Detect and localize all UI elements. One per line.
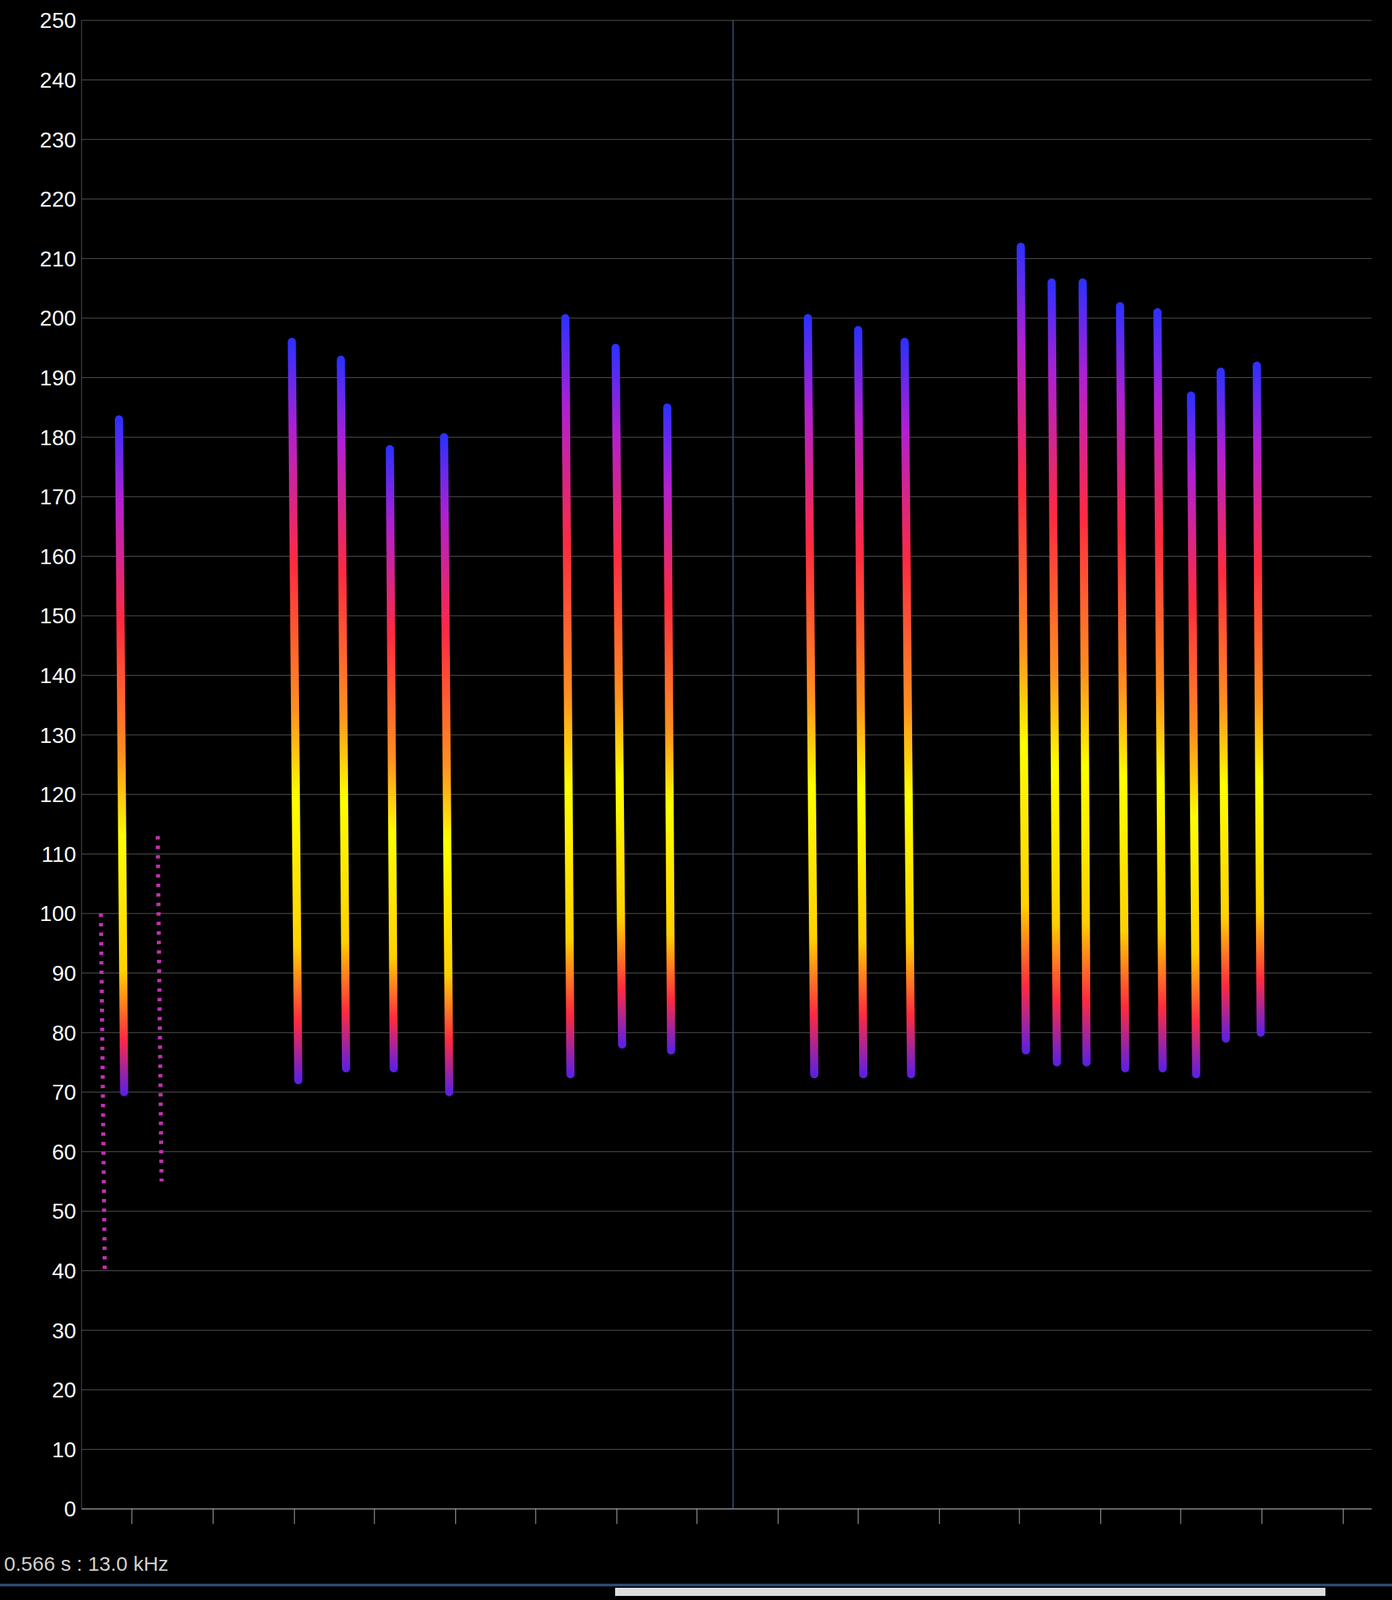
- svg-text:150: 150: [40, 603, 77, 629]
- svg-text:20: 20: [51, 1377, 77, 1403]
- svg-text:240: 240: [40, 67, 77, 93]
- svg-text:100: 100: [40, 901, 77, 926]
- svg-text:70: 70: [51, 1080, 77, 1105]
- svg-text:10: 10: [51, 1437, 77, 1463]
- svg-text:160: 160: [40, 544, 77, 569]
- svg-text:250: 250: [40, 8, 77, 33]
- svg-text:40: 40: [51, 1258, 77, 1284]
- svg-text:110: 110: [41, 842, 77, 867]
- svg-text:220: 220: [40, 186, 77, 212]
- svg-text:170: 170: [40, 484, 77, 510]
- svg-text:120: 120: [40, 782, 77, 807]
- svg-text:200: 200: [40, 305, 77, 331]
- svg-text:210: 210: [40, 246, 77, 272]
- svg-text:180: 180: [40, 425, 77, 450]
- svg-text:60: 60: [51, 1139, 77, 1165]
- svg-text:190: 190: [40, 365, 77, 391]
- svg-text:130: 130: [40, 723, 77, 748]
- svg-text:30: 30: [51, 1318, 77, 1344]
- html-text:0.566 s : 13.0 kHz: 0.566 s : 13.0 kHz: [4, 1552, 169, 1575]
- svg-text:90: 90: [51, 961, 77, 986]
- svg-text:140: 140: [40, 663, 77, 688]
- svg-text:80: 80: [51, 1020, 77, 1046]
- svg-text:230: 230: [40, 127, 77, 153]
- svg-text:50: 50: [51, 1198, 77, 1224]
- svg-text:0: 0: [63, 1496, 77, 1522]
